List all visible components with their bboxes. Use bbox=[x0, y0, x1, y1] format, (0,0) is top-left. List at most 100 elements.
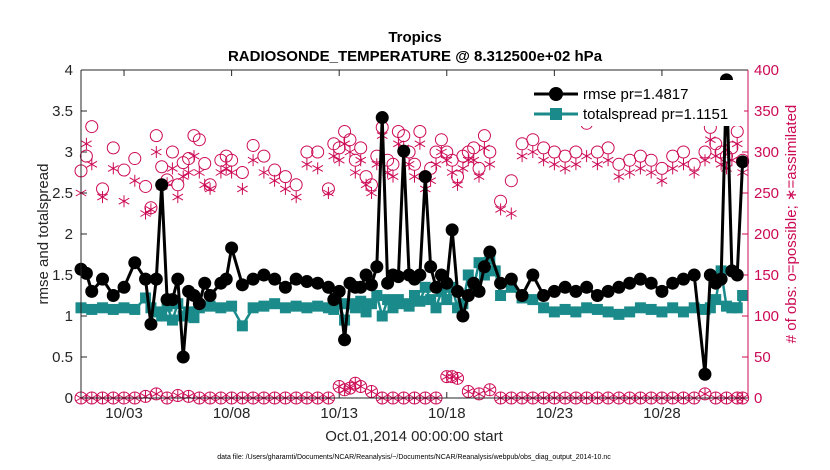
obs-assimilated-marker bbox=[279, 182, 291, 195]
obs-possible-marker bbox=[182, 152, 196, 166]
totalspread-point bbox=[140, 292, 152, 304]
rmse-point bbox=[219, 272, 233, 286]
rmse-point bbox=[413, 268, 427, 282]
obs-possible-marker bbox=[655, 161, 669, 175]
obs-assimilated-marker bbox=[290, 191, 302, 204]
obs-assimilated-marker bbox=[462, 154, 474, 167]
rmse-point bbox=[117, 280, 131, 294]
rmse-point bbox=[79, 266, 93, 280]
obs-possible-marker bbox=[289, 178, 303, 192]
totalspread-point bbox=[613, 308, 625, 320]
totalspread-point bbox=[86, 303, 98, 315]
rmse-point bbox=[456, 309, 470, 323]
rmse-point bbox=[321, 280, 335, 294]
totalspread-point bbox=[204, 300, 216, 312]
obs-assimilated-marker bbox=[366, 385, 377, 398]
obs-possible-marker bbox=[644, 153, 658, 167]
obs-assimilated-marker bbox=[322, 187, 334, 199]
chart-subtitle: RADIOSONDE_TEMPERATURE @ 8.312500e+02 hP… bbox=[228, 48, 603, 65]
totalspread-point bbox=[473, 257, 485, 269]
totalspread-point bbox=[269, 298, 281, 310]
obs-assimilated-marker bbox=[731, 137, 743, 150]
totalspread-point bbox=[236, 320, 248, 332]
obs-possible-marker bbox=[354, 141, 368, 155]
obs-assimilated-marker bbox=[349, 166, 361, 179]
totalspread-point bbox=[446, 281, 458, 293]
obs-possible-marker bbox=[526, 133, 540, 147]
totalspread-point bbox=[462, 269, 474, 281]
y-right-tick-label: 300 bbox=[754, 144, 779, 161]
obs-assimilated-marker bbox=[468, 154, 480, 167]
totalspread-point bbox=[559, 303, 571, 315]
rmse-point bbox=[590, 289, 604, 302]
obs-assimilated-marker bbox=[699, 154, 711, 167]
legend-totalspread-marker bbox=[550, 108, 562, 120]
rmse-point bbox=[332, 284, 346, 298]
rmse-point bbox=[736, 155, 750, 169]
rmse-point bbox=[601, 284, 615, 298]
obs-assimilated-marker bbox=[446, 370, 458, 383]
totalspread-point bbox=[731, 302, 743, 314]
rmse-point bbox=[106, 289, 120, 302]
obs-assimilated-marker bbox=[704, 133, 716, 146]
obs-assimilated-marker bbox=[414, 137, 426, 150]
totalspread-point bbox=[435, 285, 447, 297]
obs-assimilated-marker bbox=[145, 203, 157, 216]
rmse-point bbox=[176, 350, 190, 364]
totalspread-point bbox=[570, 306, 582, 318]
totalspread-point bbox=[457, 298, 469, 310]
obs-possible-marker bbox=[676, 145, 690, 159]
rmse-point bbox=[515, 289, 529, 302]
rmse-point bbox=[623, 276, 637, 290]
totalspread-point bbox=[172, 298, 184, 310]
x-tick-label: 10/03 bbox=[105, 405, 143, 422]
obs-assimilated-marker bbox=[559, 162, 571, 175]
rmse-point bbox=[268, 272, 282, 286]
totalspread-point bbox=[527, 294, 539, 306]
y-right-tick-label: 250 bbox=[754, 185, 779, 202]
obs-assimilated-marker bbox=[441, 154, 453, 167]
rmse-point bbox=[85, 284, 99, 298]
totalspread-point bbox=[478, 269, 490, 281]
totalspread-point bbox=[624, 306, 636, 318]
rmse-point bbox=[445, 223, 459, 237]
totalspread-point bbox=[710, 294, 722, 306]
obs-possible-marker bbox=[192, 133, 206, 147]
totalspread-point bbox=[484, 253, 496, 265]
obs-assimilated-marker bbox=[435, 146, 447, 158]
obs-possible-marker bbox=[483, 145, 497, 159]
rmse-point bbox=[278, 280, 292, 294]
rmse-point bbox=[149, 272, 163, 286]
totalspread-point bbox=[226, 300, 238, 312]
totalspread-point bbox=[403, 300, 415, 312]
rmse-point bbox=[338, 333, 352, 347]
totalspread-point bbox=[365, 298, 377, 310]
rmse-point bbox=[128, 256, 142, 270]
y-axis-label: rmse and totalspread bbox=[35, 164, 52, 305]
obs-assimilated-marker bbox=[457, 162, 469, 175]
chart-title: Tropics bbox=[388, 29, 441, 46]
obs-possible-marker bbox=[225, 153, 239, 167]
rmse-point bbox=[676, 272, 690, 286]
obs-possible-marker bbox=[171, 178, 185, 192]
rmse-point bbox=[139, 272, 153, 286]
obs-assimilated-marker bbox=[527, 146, 539, 158]
obs-assimilated-marker bbox=[452, 178, 463, 191]
obs-assimilated-marker bbox=[441, 370, 453, 383]
totalspread-point bbox=[156, 310, 168, 322]
obs-possible-marker bbox=[117, 163, 131, 177]
totalspread-point bbox=[409, 290, 420, 301]
obs-possible-marker bbox=[165, 145, 179, 159]
obs-possible-marker bbox=[85, 120, 99, 134]
totalspread-point bbox=[279, 302, 291, 314]
rmse-point bbox=[429, 280, 443, 294]
rmse-point bbox=[504, 272, 518, 286]
rmse-point bbox=[687, 268, 701, 282]
obs-assimilated-marker bbox=[484, 383, 496, 396]
obs-assimilated-marker bbox=[446, 166, 458, 179]
x-tick-label: 10/28 bbox=[643, 405, 681, 422]
obs-assimilated-marker bbox=[86, 158, 98, 171]
obs-assimilated-marker bbox=[328, 150, 340, 163]
obs-possible-marker bbox=[198, 156, 212, 170]
